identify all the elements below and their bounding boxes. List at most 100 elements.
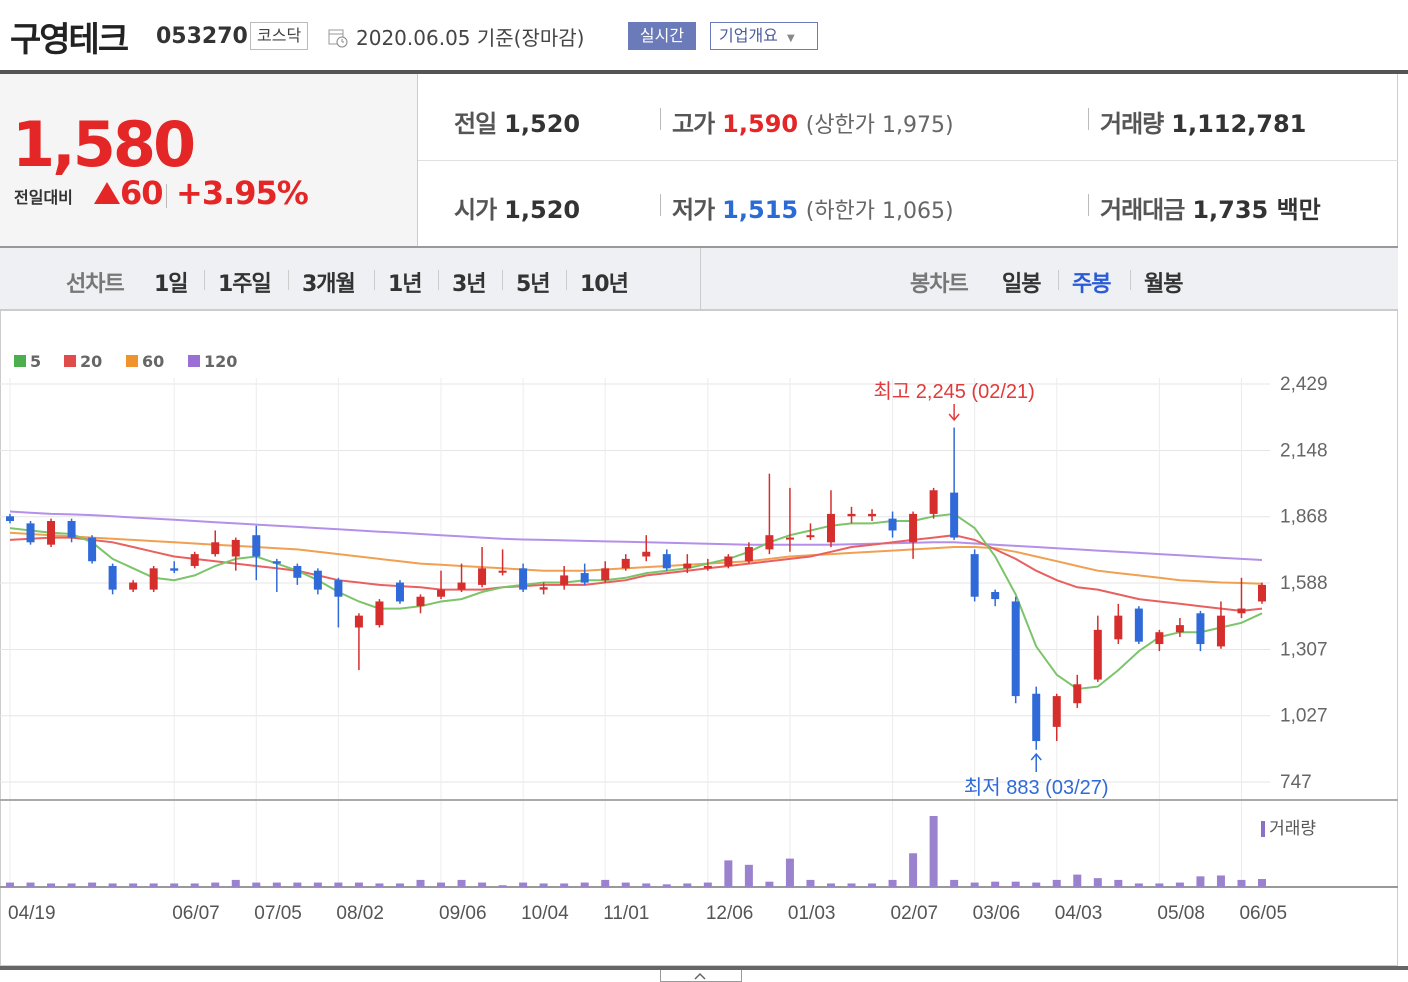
candle-body — [272, 561, 281, 564]
candle-body — [519, 568, 528, 590]
x-tick-label: 06/05 — [1239, 903, 1287, 924]
candle-body — [498, 570, 507, 573]
candle-body — [1093, 629, 1102, 680]
volume-bar — [1011, 881, 1020, 887]
candle-weekly[interactable]: 주봉 — [1072, 272, 1111, 297]
x-tick-label: 08/02 — [336, 903, 384, 924]
volume-bar — [785, 858, 794, 887]
volume-bar — [375, 883, 384, 887]
volume-bar — [519, 882, 528, 887]
candle-body — [560, 575, 569, 585]
y-tick-label: 2,148 — [1280, 440, 1328, 461]
candle-daily[interactable]: 일봉 — [1002, 272, 1041, 297]
period-1year[interactable]: 1년 — [388, 272, 423, 297]
volume-bar — [560, 883, 569, 887]
volume-info: 거래량 1,112,781 — [1100, 104, 1306, 139]
period-bar: 선차트 1일 1주일 3개월 1년 3년 5년 10년 봉차트 일봉 주봉 월봉 — [0, 246, 1398, 310]
header-divider — [0, 70, 1408, 74]
change-percent: +3.95% — [176, 174, 309, 212]
change-label: 전일대비 — [14, 188, 73, 207]
volume-bar — [211, 882, 220, 887]
date-text: 2020.06.05 기준(장마감) — [356, 22, 584, 51]
period-separator — [204, 270, 205, 290]
candle-body — [252, 535, 261, 557]
change-separator — [166, 184, 167, 208]
realtime-button[interactable]: 실시간 — [628, 22, 696, 50]
candle-body — [991, 591, 1000, 600]
volume-bar — [334, 882, 343, 887]
change-value: 60 — [120, 174, 164, 212]
volume-bar — [642, 883, 651, 887]
candle-body — [1134, 608, 1143, 642]
candle-chart-label: 봉차트 — [910, 272, 969, 297]
candle-body — [88, 537, 97, 562]
candle-body — [847, 513, 856, 517]
volume-bar — [929, 816, 938, 887]
candle-monthly[interactable]: 월봉 — [1144, 272, 1183, 297]
volume-bar — [765, 881, 774, 887]
legend-label: 60 — [142, 352, 165, 371]
period-separator — [1130, 270, 1131, 290]
x-tick-label: 04/19 — [8, 903, 56, 924]
candle-body — [26, 523, 35, 543]
legend-ma20: 20 — [64, 352, 102, 371]
candle-body — [313, 570, 322, 590]
period-3year[interactable]: 3년 — [452, 272, 487, 297]
line-chart-label: 선차트 — [66, 272, 125, 297]
volume-bar — [601, 879, 610, 887]
dropdown-caret-icon: ▼ — [786, 33, 795, 44]
candle-body — [478, 568, 487, 585]
company-overview-button[interactable]: 기업개요 ▼ — [710, 22, 818, 50]
high-price: 고가 1,590 (상한가 1,975) — [672, 104, 954, 139]
date-basis: 기준(장마감) — [476, 26, 585, 50]
x-tick-label: 04/03 — [1055, 903, 1103, 924]
open-label: 시가 — [454, 196, 497, 224]
candle-body — [724, 556, 733, 566]
volume-bar — [991, 881, 1000, 887]
period-1week[interactable]: 1주일 — [218, 272, 272, 297]
volume-bar — [826, 883, 835, 887]
period-3month[interactable]: 3개월 — [302, 272, 356, 297]
candle-body — [806, 535, 815, 538]
period-separator — [438, 270, 439, 290]
x-tick-label: 05/08 — [1157, 903, 1205, 924]
candle-body — [765, 535, 774, 550]
open-value: 1,520 — [504, 196, 581, 224]
period-5year[interactable]: 5년 — [516, 272, 551, 297]
period-1day[interactable]: 1일 — [154, 272, 189, 297]
up-arrow-icon — [94, 182, 120, 204]
low-price: 저가 1,515 (하한가 1,065) — [672, 190, 954, 225]
candle-body — [1114, 615, 1123, 640]
candle-body — [539, 587, 548, 590]
legend-swatch — [188, 355, 200, 367]
candle-body — [950, 492, 959, 538]
x-tick-label: 01/03 — [788, 903, 836, 924]
volume-bar — [129, 883, 138, 887]
candle-body — [642, 551, 651, 557]
x-tick-label: 10/04 — [521, 903, 569, 924]
company-overview-label: 기업개요 — [719, 26, 778, 45]
candle-body — [1011, 601, 1020, 697]
volume-bar — [395, 883, 404, 887]
y-tick-label: 1,868 — [1280, 507, 1328, 528]
candle-body — [395, 582, 404, 602]
price-chart[interactable]: 2,429 2,148 1,868 1,588 1,307 1,027 747 04/19 06… — [0, 310, 1408, 966]
stock-name: 구영테크 — [10, 20, 129, 60]
candle-body — [293, 565, 302, 578]
candle-body — [231, 539, 240, 557]
volume-bar — [724, 860, 733, 887]
volume-swatch — [1261, 821, 1266, 837]
volume-bar — [909, 853, 918, 887]
candle-body — [354, 615, 363, 628]
volume-bar — [868, 883, 877, 887]
period-10year[interactable]: 10년 — [580, 272, 629, 297]
candle-body — [929, 490, 938, 514]
period-separator — [502, 270, 503, 290]
legend-label: 20 — [80, 352, 103, 371]
volume-bar — [662, 884, 671, 887]
volume-bar — [621, 882, 630, 887]
chart-frame — [0, 310, 1398, 966]
volume-bar — [457, 879, 466, 887]
upper-limit: (상한가 1,975) — [805, 113, 954, 138]
candle-body — [683, 563, 692, 569]
